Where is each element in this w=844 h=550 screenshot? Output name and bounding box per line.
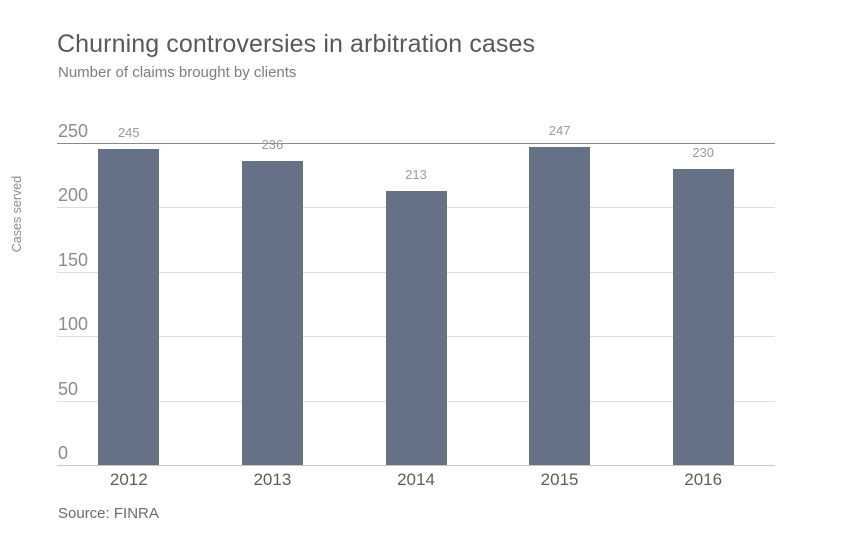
chart-title: Churning controversies in arbitration ca…: [57, 30, 536, 58]
bar[interactable]: [385, 190, 447, 465]
y-tick-label: 100: [58, 314, 89, 335]
bar[interactable]: [241, 161, 303, 465]
x-tick-label: 2012: [109, 470, 148, 489]
y-tick-label: 0: [58, 443, 69, 463]
y-tick-label: 200: [58, 185, 89, 206]
chart-subtitle: Number of claims brought by clients: [58, 64, 297, 81]
bar[interactable]: [529, 146, 591, 465]
gridline-0: [57, 465, 775, 466]
bar[interactable]: [98, 149, 160, 465]
bar-value-label: 247: [548, 122, 571, 138]
bar-value-label: 236: [261, 137, 284, 153]
bar-value-label: 213: [405, 166, 427, 182]
bar-value-label: 245: [117, 125, 140, 141]
y-tick-label: 250: [58, 121, 89, 141]
y-tick-label: 150: [58, 249, 89, 270]
y-tick-label: 50: [58, 378, 79, 399]
x-tick-label: 2013: [253, 470, 292, 489]
source-note: Source: FINRA: [58, 505, 159, 522]
bar[interactable]: [672, 168, 734, 465]
x-tick-label: 2014: [397, 470, 435, 489]
x-tick-label: 2016: [684, 470, 723, 489]
x-tick-label: 2015: [540, 470, 579, 489]
gridline-250: [57, 143, 775, 144]
bar-value-label: 230: [692, 144, 715, 160]
